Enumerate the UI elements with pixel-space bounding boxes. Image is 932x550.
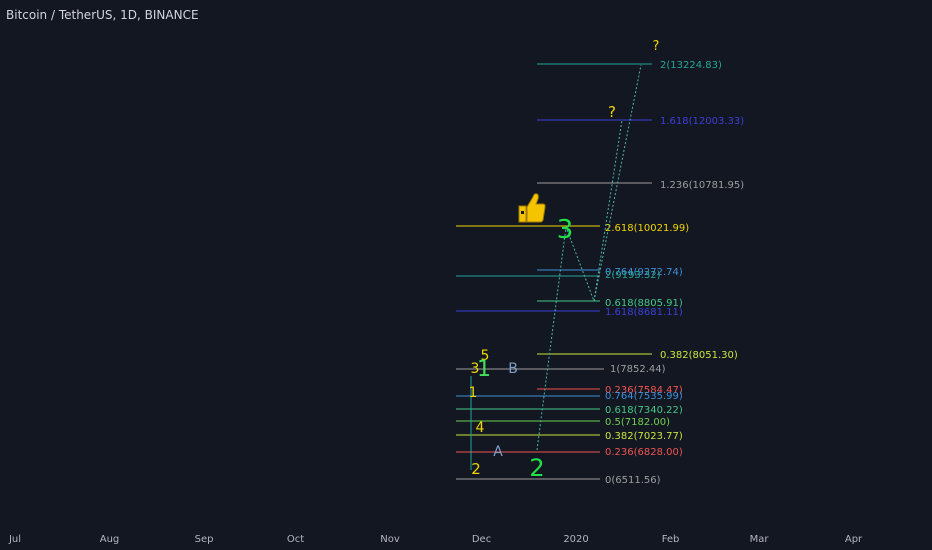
fib-label: 0.382(8051.30) xyxy=(660,350,738,361)
wave-label: B xyxy=(508,361,518,377)
time-label: Aug xyxy=(100,534,120,545)
wave-label: A xyxy=(493,444,503,460)
fib-label: 0(6511.56) xyxy=(605,475,661,486)
time-label: Sep xyxy=(195,534,214,545)
fib-label: 0.764(9272.74) xyxy=(605,267,683,278)
fib-label: 0.5(7182.00) xyxy=(605,417,670,428)
time-label: Oct xyxy=(287,534,304,545)
wave-label: 3 xyxy=(557,215,574,245)
time-label: Jul xyxy=(8,534,21,545)
projection-path-primary xyxy=(536,64,642,451)
chart-title: Bitcoin / TetherUS, 1D, BINANCE xyxy=(6,8,199,22)
fib-label: 1.618(8681.11) xyxy=(605,307,683,318)
time-label: Nov xyxy=(380,534,400,545)
wave-label: 1 xyxy=(477,357,491,382)
time-label: 2020 xyxy=(563,534,588,545)
wave-label: ? xyxy=(653,39,660,54)
fib-label: 0.236(7584.47) xyxy=(605,385,683,396)
fib-label: 0.618(7340.22) xyxy=(605,405,683,416)
wave-label: 2 xyxy=(529,454,544,482)
wave-label: 2 xyxy=(471,460,481,478)
time-label: Feb xyxy=(662,534,680,545)
fib-label: 2(13224.83) xyxy=(660,60,722,71)
fib-label: 1.618(12003.33) xyxy=(660,116,744,127)
wave-label: 1 xyxy=(469,385,478,401)
fib-label: 0.618(8805.91) xyxy=(605,298,683,309)
time-label: Dec xyxy=(472,534,491,545)
projection-paths xyxy=(470,64,642,470)
fib-label: 1(7852.44) xyxy=(610,364,666,375)
wave-label: 4 xyxy=(476,420,485,436)
fib-label: 1.236(10781.95) xyxy=(660,180,744,191)
fibonacci-levels: 2(13224.83) 1.618(12003.33) 1.236(10781.95… xyxy=(456,60,744,486)
wave-label: 5 xyxy=(481,348,490,364)
wave-label: 3 xyxy=(471,361,480,377)
fib-label: 2(9193.32) xyxy=(605,270,661,281)
fib-label: 2.618(10021.99) xyxy=(605,223,689,234)
projection-path-alt xyxy=(593,119,623,302)
fib-label: 0.236(6828.00) xyxy=(605,447,683,458)
fib-label: 0.382(7023.77) xyxy=(605,431,683,442)
thumbs-up-icon xyxy=(518,193,546,223)
fib-label: 0.764(7535.99) xyxy=(605,391,683,402)
time-label: Apr xyxy=(845,534,863,545)
time-label: Mar xyxy=(750,534,770,545)
time-axis[interactable]: Jul Aug Sep Oct Nov Dec 2020 Feb Mar Apr xyxy=(8,534,863,545)
wave-label: ? xyxy=(608,103,616,121)
